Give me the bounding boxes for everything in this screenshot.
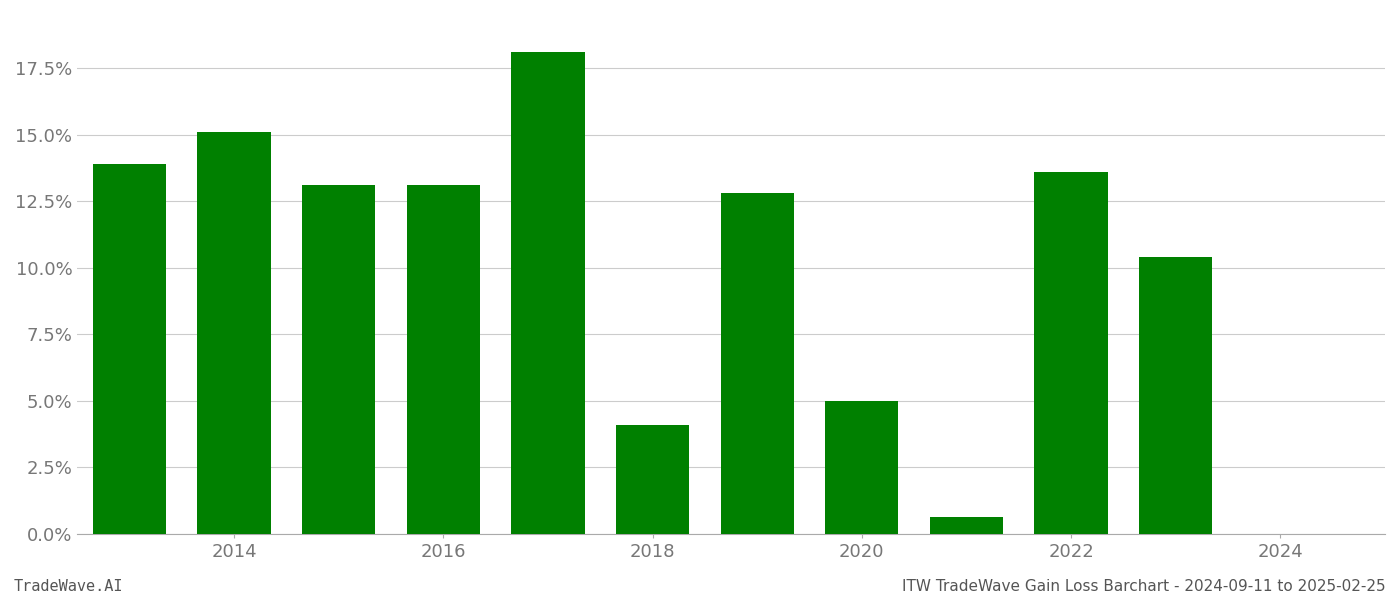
Bar xyxy=(1035,172,1107,534)
Bar xyxy=(616,425,689,534)
Bar xyxy=(930,517,1002,534)
Text: ITW TradeWave Gain Loss Barchart - 2024-09-11 to 2025-02-25: ITW TradeWave Gain Loss Barchart - 2024-… xyxy=(903,579,1386,594)
Bar xyxy=(197,132,270,534)
Bar xyxy=(825,401,899,534)
Bar xyxy=(721,193,794,534)
Bar xyxy=(511,52,585,534)
Bar xyxy=(406,185,480,534)
Bar xyxy=(1140,257,1212,534)
Text: TradeWave.AI: TradeWave.AI xyxy=(14,579,123,594)
Bar xyxy=(92,164,167,534)
Bar xyxy=(302,185,375,534)
